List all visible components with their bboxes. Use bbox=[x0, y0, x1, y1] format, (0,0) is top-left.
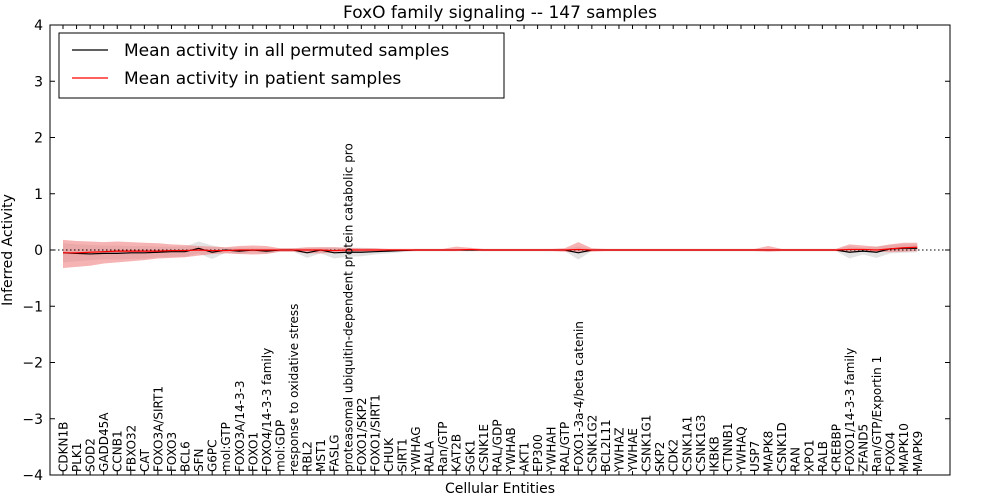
x-tick-label: SKP2 bbox=[653, 442, 667, 472]
x-tick-label: SFN bbox=[192, 449, 206, 473]
x-tick-label: YWHAB bbox=[504, 427, 518, 473]
x-tick-label: AKT1 bbox=[518, 442, 532, 472]
y-tick-label: 0 bbox=[34, 243, 43, 259]
x-tick-label: FOXO1/SKP2 bbox=[355, 397, 369, 472]
x-tick-label: FBXO32 bbox=[124, 425, 138, 472]
y-tick-label: 3 bbox=[34, 74, 43, 90]
x-tick-label: RAL/GDP bbox=[490, 419, 504, 472]
x-tick-label: MAPK10 bbox=[897, 423, 911, 472]
x-tick-label: MST1 bbox=[314, 439, 328, 472]
x-tick-label: CCNB1 bbox=[111, 430, 125, 472]
x-tick-label: KAT2B bbox=[450, 434, 464, 472]
x-tick-label: CHUK bbox=[382, 437, 396, 472]
x-tick-label: YWHAG bbox=[409, 426, 423, 473]
x-tick-label: CDKN1B bbox=[57, 422, 71, 472]
x-tick-label: MAPK9 bbox=[911, 431, 925, 472]
x-tick-label: ZFAND5 bbox=[857, 424, 871, 472]
x-tick-label: RAL/GTP bbox=[558, 422, 572, 472]
x-tick-label: BCL2L11 bbox=[599, 419, 613, 472]
series-1-band bbox=[63, 239, 918, 268]
x-tick-label: mol:GDP bbox=[273, 420, 287, 472]
x-tick-label: CDK2 bbox=[667, 439, 681, 472]
series-1-line bbox=[63, 246, 918, 254]
x-tick-label: FOXO1 bbox=[246, 432, 260, 472]
x-tick-label: SIRT1 bbox=[396, 438, 410, 472]
x-tick-label: MAPK8 bbox=[762, 431, 776, 472]
x-tick-label: response to oxidative stress bbox=[287, 304, 301, 472]
x-tick-label: RBL2 bbox=[301, 441, 315, 472]
x-tick-label: BCL6 bbox=[179, 441, 193, 472]
x-axis-label: Cellular Entities bbox=[445, 481, 555, 497]
x-tick-label: Ran/GTP/Exportin 1 bbox=[870, 356, 884, 472]
x-tick-label: YWHAQ bbox=[735, 426, 749, 473]
x-tick-label: FOXO1/SIRT1 bbox=[368, 394, 382, 472]
legend-label-0: Mean activity in all permuted samples bbox=[124, 41, 449, 61]
x-tick-label: EP300 bbox=[531, 434, 545, 472]
legend: Mean activity in all permuted samples Mea… bbox=[58, 32, 505, 99]
x-tick-label: CSNK1E bbox=[477, 424, 491, 472]
x-tick-label: CSNK1G2 bbox=[585, 415, 599, 472]
x-tick-label: proteasomal ubiquitin-dependent protein … bbox=[341, 143, 355, 472]
x-tick-label: XPO1 bbox=[802, 439, 816, 472]
x-tick-label: FOXO4/14-3-3 family bbox=[260, 348, 274, 472]
y-tick-label: −4 bbox=[22, 468, 43, 484]
legend-label-1: Mean activity in patient samples bbox=[124, 69, 401, 89]
x-tick-label: USP7 bbox=[748, 441, 762, 472]
x-tick-label: FASLG bbox=[328, 434, 342, 472]
x-tick-label: FOXO3A/SIRT1 bbox=[151, 386, 165, 472]
x-tick-label: FOXO3A/14-3-3 bbox=[233, 380, 247, 472]
x-tick-label: RALA bbox=[423, 440, 437, 472]
x-tick-label: SOD2 bbox=[84, 438, 98, 472]
y-tick-label: 4 bbox=[34, 18, 43, 34]
x-tick-label: CSNK1G1 bbox=[640, 415, 654, 472]
y-tick-label: −3 bbox=[22, 412, 43, 428]
x-tick-label: IKBKB bbox=[707, 436, 721, 472]
x-tick-label: FOXO3 bbox=[165, 432, 179, 472]
x-tick-label: YWHAH bbox=[545, 427, 559, 473]
y-tick-label: −2 bbox=[22, 356, 43, 372]
plot-area bbox=[50, 239, 950, 268]
x-tick-label: SGK1 bbox=[463, 440, 477, 472]
y-axis-label: Inferred Activity bbox=[0, 194, 16, 306]
x-tick-label: CAT bbox=[138, 448, 152, 472]
x-tick-label: YWHAZ bbox=[612, 427, 626, 473]
x-tick-label: CSNK1D bbox=[775, 422, 789, 472]
x-tick-label: FOXO1/14-3-3 family bbox=[843, 348, 857, 472]
x-tick-label: RALB bbox=[816, 441, 830, 472]
x-tick-label: RAN bbox=[789, 447, 803, 472]
x-tick-label: CREBBP bbox=[829, 424, 843, 472]
x-tick-label: GADD45A bbox=[97, 412, 111, 472]
x-tick-label: FOXO1-3a-4/beta catenin bbox=[572, 321, 586, 472]
x-tick-label: mol:GTP bbox=[219, 422, 233, 472]
x-tick-label: CSNK1G3 bbox=[694, 415, 708, 472]
y-tick-label: 1 bbox=[34, 187, 43, 203]
x-tick-label: PLK1 bbox=[70, 443, 84, 472]
x-tick-label: YWHAE bbox=[626, 428, 640, 473]
chart-title: FoxO family signaling -- 147 samples bbox=[343, 3, 657, 23]
y-tick-label: 2 bbox=[34, 131, 43, 147]
y-tick-label: −1 bbox=[22, 299, 43, 315]
x-tick-label: Ran/GTP bbox=[436, 421, 450, 472]
x-tick-label: CSNK1A1 bbox=[680, 416, 694, 472]
x-tick-label: CTNNB1 bbox=[721, 422, 735, 472]
x-tick-label: G6PC bbox=[206, 439, 220, 472]
legend-box bbox=[58, 32, 505, 99]
x-tick-label: FOXO4 bbox=[884, 432, 898, 472]
